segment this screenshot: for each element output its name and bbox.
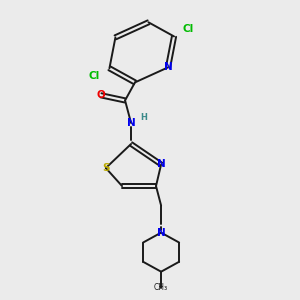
Text: N: N	[164, 62, 172, 72]
Text: O: O	[97, 90, 105, 100]
Text: N: N	[157, 228, 166, 238]
Text: N: N	[127, 118, 135, 128]
Text: Cl: Cl	[182, 24, 194, 34]
Text: CH₃: CH₃	[154, 283, 168, 292]
Text: N: N	[157, 159, 166, 170]
Text: Cl: Cl	[88, 71, 99, 81]
Text: H: H	[141, 113, 147, 122]
Text: S: S	[102, 163, 110, 173]
